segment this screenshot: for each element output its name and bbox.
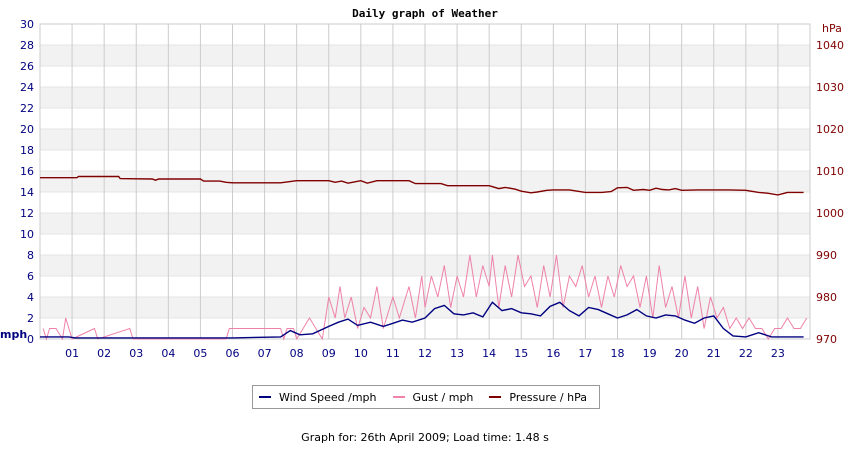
legend: Wind Speed /mph Gust / mph Pressure / hP… [252, 385, 600, 409]
x-tick-label: 17 [578, 347, 592, 360]
x-tick-label: 06 [226, 347, 240, 360]
legend-item-gust: Gust / mph [392, 390, 474, 404]
legend-swatch-wind [259, 396, 271, 398]
x-tick-label: 23 [771, 347, 785, 360]
left-tick-label: 14 [20, 186, 34, 199]
left-tick-label: 8 [27, 249, 34, 262]
x-tick-label: 21 [707, 347, 721, 360]
left-tick-label: 6 [27, 270, 34, 283]
legend-swatch-gust [392, 396, 405, 398]
x-tick-label: 20 [675, 347, 689, 360]
right-tick-label: 1030 [816, 81, 844, 94]
left-tick-label: 28 [20, 39, 34, 52]
x-axis-ticks: 01 02 03 04 05 06 07 08 09 10 11 12 13 14 15 16 17 18 19 20… [65, 347, 785, 360]
left-tick-label: 12 [20, 207, 34, 220]
legend-label-gust: Gust / mph [412, 390, 474, 404]
legend-label-pressure: Pressure / hPa [509, 390, 587, 404]
right-tick-label: 1040 [816, 39, 844, 52]
left-tick-label: 10 [20, 228, 34, 241]
series-line-gust-mph [42, 254, 808, 341]
x-tick-label: 04 [161, 347, 175, 360]
legend-item-pressure: Pressure / hPa [489, 391, 587, 404]
legend-swatch-pressure [489, 396, 502, 398]
x-tick-label: 19 [643, 347, 657, 360]
legend-label-wind: Wind Speed /mph [279, 390, 377, 404]
plot-frame [39, 23, 811, 340]
left-tick-label: 30 [20, 18, 34, 31]
left-tick-label: 26 [20, 60, 34, 73]
left-tick-label: 22 [20, 102, 34, 115]
legend-item-wind: Wind Speed /mph [259, 391, 377, 404]
right-tick-label: 970 [816, 333, 837, 346]
left-tick-label: 16 [20, 165, 34, 178]
x-tick-label: 08 [290, 347, 304, 360]
right-tick-label: 1010 [816, 165, 844, 178]
vertical-gridlines [71, 24, 779, 339]
left-tick-label: 18 [20, 144, 34, 157]
right-tick-label: 1000 [816, 207, 844, 220]
right-tick-label: 990 [816, 249, 837, 262]
x-tick-label: 07 [258, 347, 272, 360]
left-tick-label: 4 [27, 291, 34, 304]
chart-title: Daily graph of Weather [352, 7, 498, 20]
series-layer [40, 175, 808, 341]
x-tick-label: 16 [546, 347, 560, 360]
x-tick-label: 15 [514, 347, 528, 360]
x-tick-label: 11 [386, 347, 400, 360]
right-axis-unit: hPa [822, 22, 842, 35]
left-tick-label: 20 [20, 123, 34, 136]
left-tick-label: 2 [27, 312, 34, 325]
x-tick-label: 13 [450, 347, 464, 360]
x-tick-label: 12 [418, 347, 432, 360]
x-tick-label: 22 [739, 347, 753, 360]
x-tick-label: 18 [611, 347, 625, 360]
left-tick-label: 0 [27, 333, 34, 346]
right-tick-label: 980 [816, 291, 837, 304]
left-axis-unit: mph [0, 328, 27, 341]
right-tick-label: 1020 [816, 123, 844, 136]
x-tick-label: 02 [97, 347, 111, 360]
left-tick-label: 24 [20, 81, 34, 94]
x-tick-label: 05 [193, 347, 207, 360]
x-tick-label: 14 [482, 347, 496, 360]
right-axis-ticks: 970 980 990 1000 1010 1020 1030 1040 [816, 39, 844, 346]
x-tick-label: 10 [354, 347, 368, 360]
series-line-pressure-hpa [40, 175, 804, 196]
series-line-wind-speed-mph [40, 301, 804, 339]
x-tick-label: 01 [65, 347, 79, 360]
footer-status: Graph for: 26th April 2009; Load time: 1… [301, 431, 549, 444]
x-tick-label: 09 [322, 347, 336, 360]
x-tick-label: 03 [129, 347, 143, 360]
